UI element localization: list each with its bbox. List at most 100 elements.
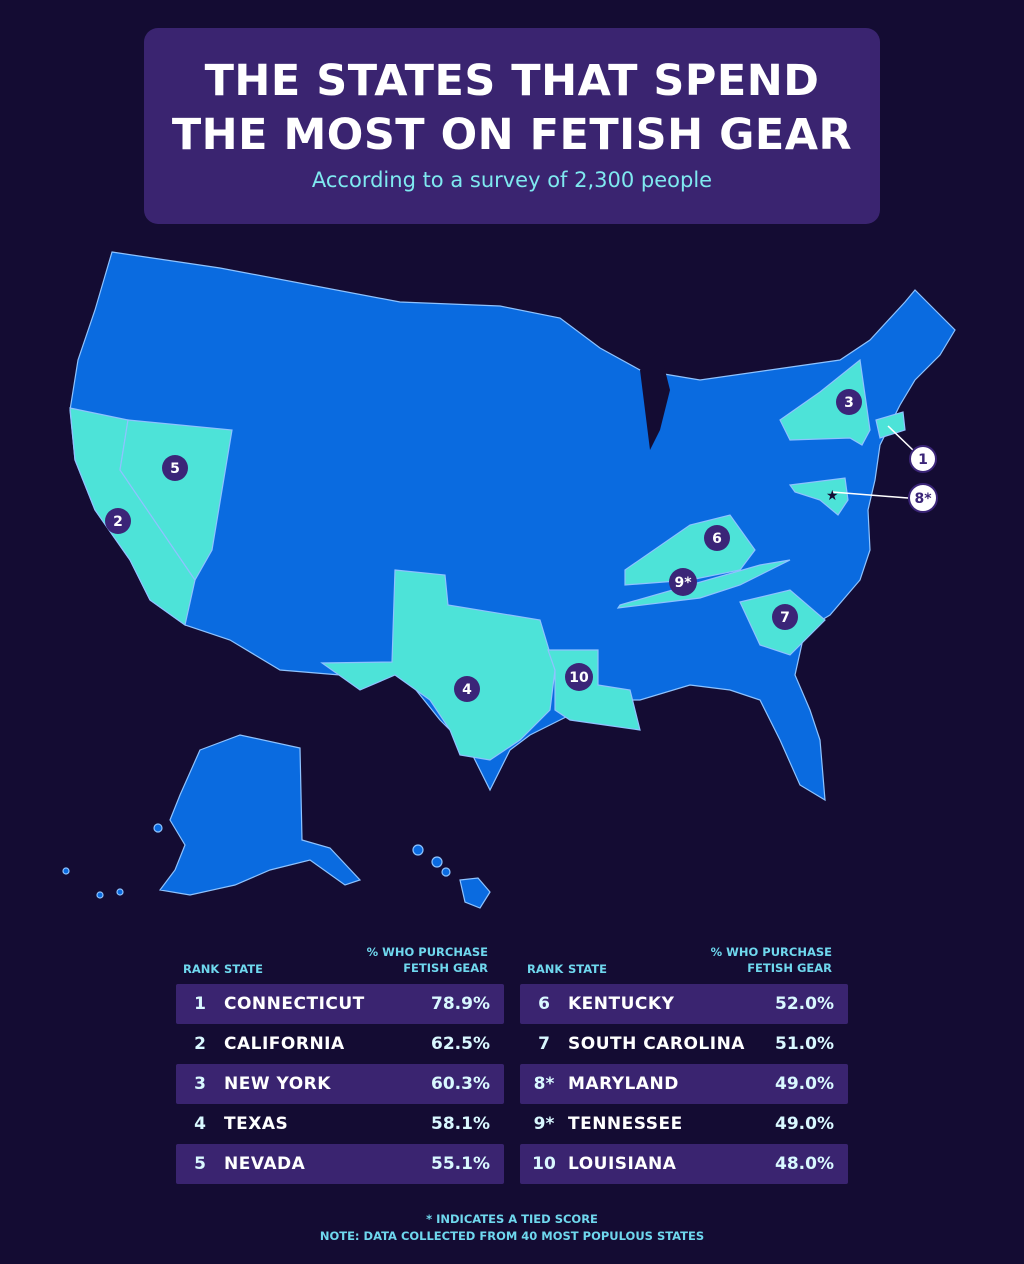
svg-text:2: 2 <box>113 514 123 530</box>
state-texas <box>320 569 556 761</box>
pct-cell: 55.1% <box>431 1154 490 1174</box>
svg-text:3: 3 <box>844 395 854 411</box>
rank-cell: 4 <box>194 1114 206 1134</box>
state-cell: TEXAS <box>224 1114 289 1134</box>
hawaii-big-island <box>459 877 491 909</box>
state-maryland <box>788 477 849 516</box>
pct-cell: 78.9% <box>431 994 490 1014</box>
alaska-island-4 <box>62 867 70 875</box>
title-line-1: THE STATES THAT SPEND <box>204 56 820 106</box>
state-cell: LOUISIANA <box>568 1154 677 1174</box>
state-cell: KENTUCKY <box>568 994 675 1014</box>
title-line-2: THE MOST ON FETISH GEAR <box>171 110 853 160</box>
table-row: 1 CONNECTICUT 78.9% <box>176 984 504 1024</box>
svg-text:9*: 9* <box>674 575 692 591</box>
callout-rank-1: 1 <box>909 445 937 473</box>
rank-cell: 10 <box>532 1154 556 1174</box>
rank-cell: 9* <box>533 1114 555 1134</box>
rank-cell: 5 <box>194 1154 206 1174</box>
col-state-header: STATE <box>568 962 607 976</box>
badge-rank-10: 10 <box>565 663 593 691</box>
col-pct-header: % WHO PURCHASE FETISH GEAR <box>520 944 832 976</box>
table-header: RANK STATE % WHO PURCHASE FETISH GEAR <box>176 944 848 984</box>
rank-cell: 3 <box>194 1074 206 1094</box>
hawaii-island-3 <box>441 867 451 877</box>
svg-text:10: 10 <box>569 670 589 686</box>
badge-rank-6: 6 <box>704 525 730 551</box>
state-nevada <box>119 419 233 582</box>
ranking-table-left: RANK STATE % WHO PURCHASE FETISH GEAR 1 … <box>176 944 848 1184</box>
table-row: 3 NEW YORK 60.3% <box>176 1064 504 1104</box>
rank-cell: 2 <box>194 1034 206 1054</box>
alaska-island-1 <box>153 823 163 833</box>
col-pct-header-line2: FETISH GEAR <box>747 961 832 975</box>
hawaii-island-1 <box>412 844 424 856</box>
state-cell: NEVADA <box>224 1154 306 1174</box>
badge-rank-3: 3 <box>836 389 862 415</box>
star-marker: ★ <box>826 488 839 504</box>
pct-cell: 60.3% <box>431 1074 490 1094</box>
subtitle: According to a survey of 2,300 people <box>311 168 713 192</box>
page-title: THE STATES THAT SPEND THE MOST ON FETISH… <box>144 28 880 162</box>
badge-rank-4: 4 <box>454 676 480 702</box>
state-cell: NEW YORK <box>224 1074 331 1094</box>
table-row: 7 SOUTH CAROLINA 51.0% <box>520 1024 848 1064</box>
svg-text:4: 4 <box>462 682 472 698</box>
tie-note: * INDICATES A TIED SCORE <box>426 1212 598 1226</box>
col-pct-header: % WHO PURCHASE FETISH GEAR <box>176 944 488 976</box>
svg-text:8*: 8* <box>914 491 932 507</box>
table-row: 8* MARYLAND 49.0% <box>520 1064 848 1104</box>
table-row: 4 TEXAS 58.1% <box>176 1104 504 1144</box>
state-new-york <box>779 358 871 446</box>
table-row: 10 LOUISIANA 48.0% <box>520 1144 848 1184</box>
badge-rank-2: 2 <box>105 508 131 534</box>
rank-cell: 6 <box>538 994 550 1014</box>
header-panel: THE STATES THAT SPEND THE MOST ON FETISH… <box>144 28 880 224</box>
table-row: 2 CALIFORNIA 62.5% <box>176 1024 504 1064</box>
source-note: NOTE: DATA COLLECTED FROM 40 MOST POPULO… <box>319 1229 705 1243</box>
alaska-island-2 <box>116 888 124 896</box>
badge-rank-9: 9* <box>669 568 697 596</box>
pct-cell: 49.0% <box>775 1074 834 1094</box>
state-tennessee <box>616 559 791 609</box>
table-row: 6 KENTUCKY 52.0% <box>520 984 848 1024</box>
col-pct-header-line1: % WHO PURCHASE <box>710 945 832 959</box>
us-mainland <box>69 251 956 802</box>
badge-rank-7: 7 <box>772 604 798 630</box>
pct-cell: 58.1% <box>431 1114 490 1134</box>
table-row: 9* TENNESSEE 49.0% <box>520 1104 848 1144</box>
pct-cell: 49.0% <box>775 1114 834 1134</box>
col-rank-header: RANK <box>527 962 564 976</box>
state-cell: SOUTH CAROLINA <box>568 1034 745 1054</box>
col-state-header: STATE <box>224 962 263 976</box>
alaska <box>158 734 362 896</box>
callout-rank-8: 8* <box>908 483 938 513</box>
svg-text:1: 1 <box>918 452 928 468</box>
badge-rank-5: 5 <box>162 455 188 481</box>
state-cell: CALIFORNIA <box>224 1034 345 1054</box>
col-rank-header: RANK <box>183 962 220 976</box>
col-pct-header-line2: FETISH GEAR <box>403 961 488 975</box>
svg-text:6: 6 <box>712 531 722 547</box>
svg-text:7: 7 <box>780 610 790 626</box>
pct-cell: 48.0% <box>775 1154 834 1174</box>
state-connecticut <box>875 411 906 439</box>
table-header: RANK STATE % WHO PURCHASE FETISH GEAR <box>520 944 848 984</box>
pct-cell: 51.0% <box>775 1034 834 1054</box>
table-row: 5 NEVADA 55.1% <box>176 1144 504 1184</box>
state-cell: CONNECTICUT <box>224 994 365 1014</box>
state-cell: TENNESSEE <box>568 1114 683 1134</box>
hawaii-island-2 <box>431 856 443 868</box>
alaska-island-3 <box>96 891 104 899</box>
leader-line-ct <box>887 425 916 453</box>
pct-cell: 52.0% <box>775 994 834 1014</box>
rank-cell: 1 <box>194 994 206 1014</box>
col-pct-header-line1: % WHO PURCHASE <box>366 945 488 959</box>
leader-line-md <box>831 491 909 499</box>
svg-text:5: 5 <box>170 461 180 477</box>
us-map: ★ 2 3 4 5 6 7 9* 10 1 8* <box>62 251 956 909</box>
great-lakes <box>640 350 670 450</box>
ranking-table-right: RANK STATE % WHO PURCHASE FETISH GEAR 6 … <box>520 944 848 1184</box>
pct-cell: 62.5% <box>431 1034 490 1054</box>
state-cell: MARYLAND <box>568 1074 679 1094</box>
